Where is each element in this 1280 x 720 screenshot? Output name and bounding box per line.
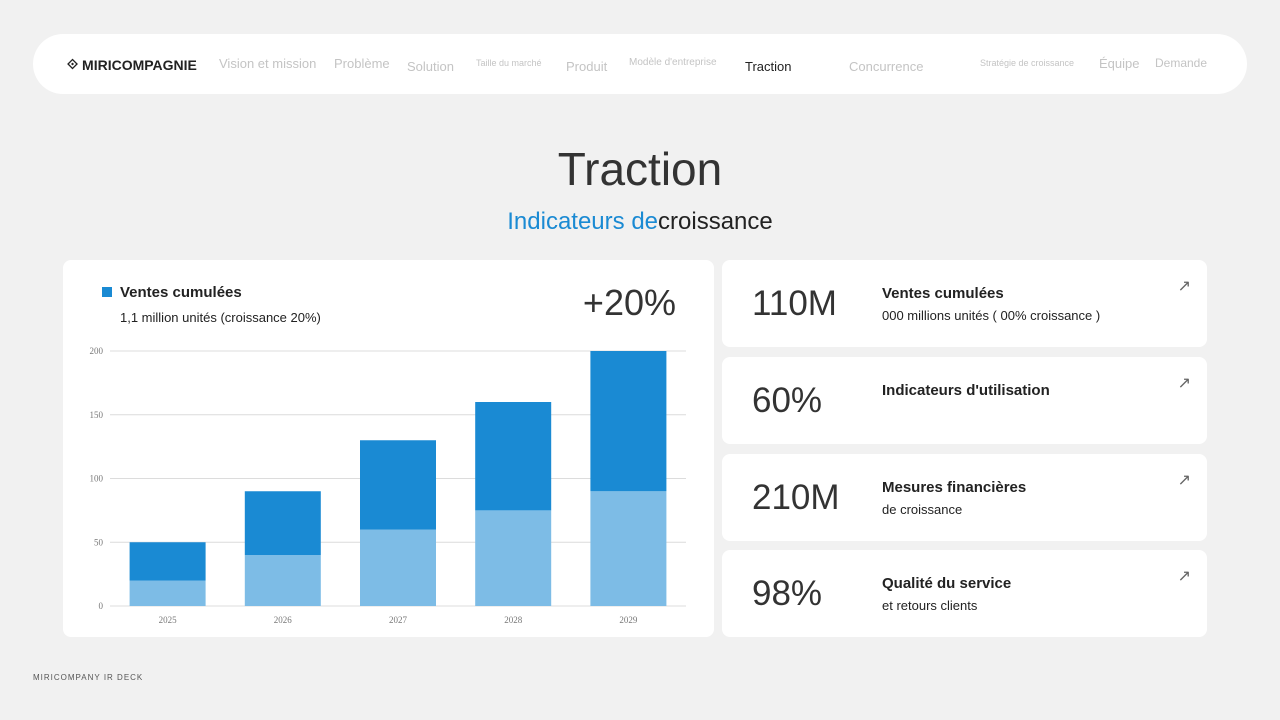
kpi-card[interactable]: 110M Ventes cumulées 000 millions unités… xyxy=(722,260,1207,347)
arrow-up-right-icon[interactable]: ↗ xyxy=(1177,472,1191,489)
growth-percent: +20% xyxy=(582,282,676,323)
kpi-value: 110M xyxy=(752,284,837,323)
nav-strategie[interactable]: Stratégie de croissance xyxy=(980,58,1075,68)
kpi-card[interactable]: 98% Qualité du service et retours client… xyxy=(722,550,1207,637)
chart-subtitle: 1,1 million unités (croissance 20%) xyxy=(120,310,321,325)
legend-label: Ventes cumulées xyxy=(120,284,242,301)
kpi-value: 98% xyxy=(752,574,823,613)
bar-segment xyxy=(129,580,206,606)
y-tick-label: 150 xyxy=(90,410,104,420)
bar-segment xyxy=(590,351,667,492)
bar-segment xyxy=(590,491,667,606)
nav-concurrence[interactable]: Concurrence xyxy=(849,59,924,74)
bar-segment xyxy=(360,529,436,606)
nav-probleme[interactable]: Problème xyxy=(334,56,390,71)
y-tick-label: 200 xyxy=(90,346,104,356)
nav-traction[interactable]: Traction xyxy=(745,59,792,74)
kpi-subtitle: de croissance xyxy=(882,502,963,517)
nav-equipe[interactable]: Équipe xyxy=(1099,56,1140,71)
kpi-value: 60% xyxy=(752,381,823,420)
logo-icon: ⟐ xyxy=(67,56,79,72)
x-tick-label: 2026 xyxy=(274,615,293,625)
y-tick-label: 100 xyxy=(90,474,104,484)
footer: MIRICOMPANY IR DECK xyxy=(33,673,144,682)
arrow-up-right-icon[interactable]: ↗ xyxy=(1177,568,1191,585)
bar-segment xyxy=(475,402,552,511)
top-nav: ⟐ MIRICOMPAGNIE Vision et mission Problèm… xyxy=(33,34,1247,94)
x-tick-label: 2025 xyxy=(159,615,178,625)
bar-chart: 0 50 100 150 200 2025 2026 2027 2028 2029 xyxy=(90,346,686,625)
kpi-card[interactable]: 60% Indicateurs d'utilisation ↗ xyxy=(722,357,1207,444)
bar-segment xyxy=(244,555,321,606)
kpi-subtitle: et retours clients xyxy=(882,598,978,613)
y-tick-label: 50 xyxy=(94,537,104,547)
kpi-value: 210M xyxy=(752,478,840,517)
chart-card: Ventes cumulées 1,1 million unités (croi… xyxy=(63,260,714,637)
kpi-subtitle: 000 millions unités ( 00% croissance ) xyxy=(882,308,1101,323)
y-tick-label: 0 xyxy=(99,601,104,611)
kpi-title: Mesures financières xyxy=(882,479,1027,496)
page-subtitle: Indicateurs decroissance xyxy=(507,208,773,235)
nav-modele[interactable]: Modèle d'entreprise xyxy=(629,57,717,68)
bar-segment xyxy=(244,491,321,555)
bar-segment xyxy=(360,440,436,530)
x-tick-label: 2029 xyxy=(619,615,638,625)
logo[interactable]: ⟐ MIRICOMPAGNIE xyxy=(67,56,197,73)
kpi-title: Ventes cumulées xyxy=(882,285,1004,302)
kpi-title: Indicateurs d'utilisation xyxy=(882,382,1050,399)
nav-demande[interactable]: Demande xyxy=(1155,56,1208,70)
arrow-up-right-icon[interactable]: ↗ xyxy=(1177,278,1191,295)
arrow-up-right-icon[interactable]: ↗ xyxy=(1177,375,1191,392)
x-tick-label: 2028 xyxy=(504,615,523,625)
nav-solution[interactable]: Solution xyxy=(407,59,454,74)
nav-produit[interactable]: Produit xyxy=(566,59,608,74)
bar-segment xyxy=(475,510,552,606)
nav-vision[interactable]: Vision et mission xyxy=(219,56,317,71)
page-title: Traction xyxy=(557,143,723,195)
kpi-card[interactable]: 210M Mesures financières de croissance ↗ xyxy=(722,454,1207,541)
nav-taille[interactable]: Taille du marché xyxy=(476,58,542,68)
legend-swatch xyxy=(102,287,112,297)
x-tick-label: 2027 xyxy=(389,615,408,625)
kpi-title: Qualité du service xyxy=(882,575,1012,592)
bar-segment xyxy=(129,542,206,581)
